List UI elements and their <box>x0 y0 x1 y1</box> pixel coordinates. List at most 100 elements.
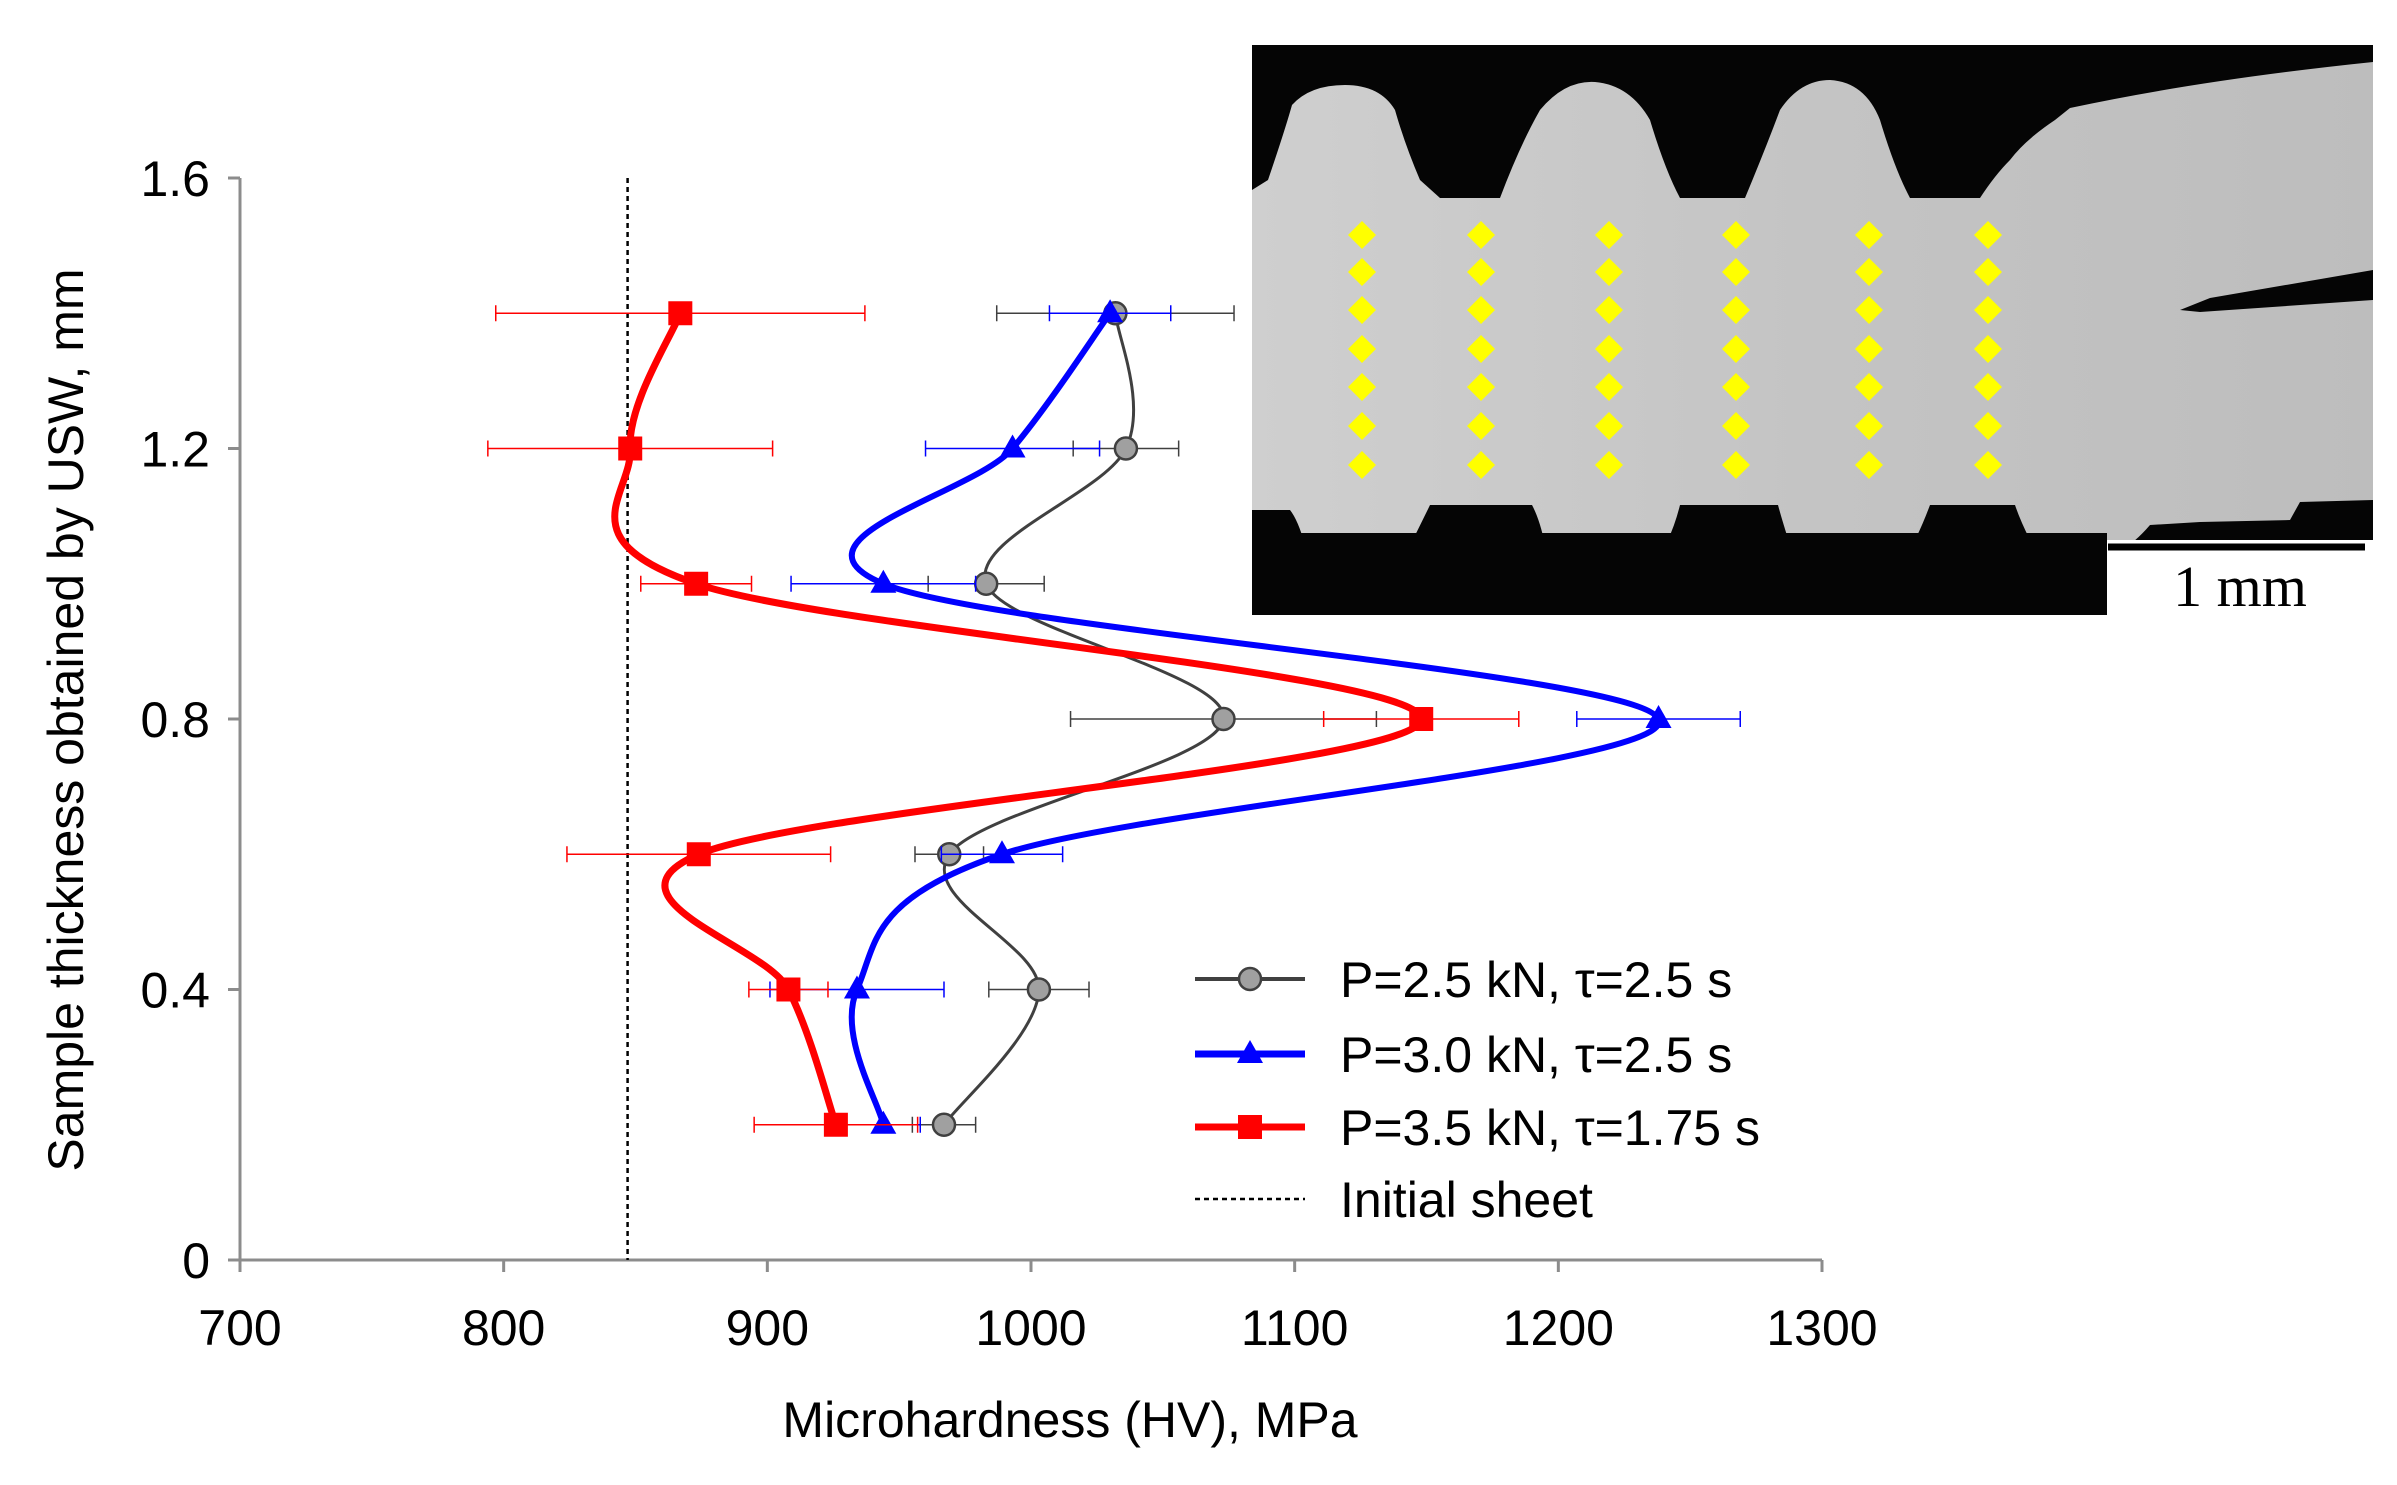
indentation-point <box>1348 258 1376 286</box>
x-tick-label: 800 <box>462 1300 545 1356</box>
indentation-point <box>1855 412 1883 440</box>
legend-label-series-2: P=3.5 kN, τ=1.75 s <box>1340 1100 1760 1156</box>
indentation-point <box>1595 335 1623 363</box>
indentation-point <box>1467 258 1495 286</box>
indentation-point <box>1595 296 1623 324</box>
indentation-point <box>1467 296 1495 324</box>
y-ticks: 0 0.4 0.8 1.2 1.6 <box>140 151 240 1289</box>
series-1 <box>769 299 1742 1134</box>
data-point <box>776 977 801 1002</box>
scale-bar-box <box>2107 540 2373 615</box>
data-point <box>1211 706 1236 732</box>
indentation-point <box>1855 335 1883 363</box>
data-point <box>1113 436 1139 461</box>
series-0 <box>911 301 1378 1137</box>
legend-item-series-0: P=2.5 kN, τ=2.5 s <box>1195 952 1732 1008</box>
inset-micrograph: 1 mm <box>1252 45 2373 619</box>
indentation-point <box>1595 258 1623 286</box>
indentation-point <box>1595 373 1623 401</box>
legend-label-initial-sheet: Initial sheet <box>1340 1172 1593 1228</box>
x-tick-label: 1300 <box>1766 1300 1877 1356</box>
legend-marker-triangle <box>1237 1040 1263 1063</box>
indentation-point <box>1974 451 2002 479</box>
series-line <box>848 311 1662 1126</box>
indentation-point <box>1974 412 2002 440</box>
indentation-point <box>1855 296 1883 324</box>
data-point <box>668 301 693 326</box>
legend-item-initial-sheet: Initial sheet <box>1195 1172 1593 1228</box>
indentation-point <box>1348 221 1376 249</box>
data-point <box>618 436 643 461</box>
indentation-point <box>1467 335 1495 363</box>
indentation-point <box>1722 412 1750 440</box>
indentation-point <box>1467 451 1495 479</box>
y-tick-label: 1.2 <box>140 422 210 478</box>
series-layer <box>487 299 1742 1137</box>
legend-label-series-1: P=3.0 kN, τ=2.5 s <box>1340 1027 1732 1083</box>
data-point <box>686 842 711 867</box>
data-point <box>1026 977 1052 1002</box>
y-tick-label: 0 <box>182 1233 210 1289</box>
indentation-point <box>1722 451 1750 479</box>
data-point <box>973 571 999 596</box>
data-point <box>931 1112 957 1137</box>
scale-bar-label: 1 mm <box>2173 554 2307 619</box>
indentation-point <box>1855 221 1883 249</box>
welded-joint-cross-section <box>1252 62 2373 582</box>
data-point <box>1645 705 1672 728</box>
data-point <box>843 975 870 999</box>
indentation-point <box>1348 412 1376 440</box>
legend-item-series-2: P=3.5 kN, τ=1.75 s <box>1195 1100 1760 1156</box>
data-point <box>988 840 1015 864</box>
indentation-point <box>1722 258 1750 286</box>
data-point <box>870 569 897 593</box>
indentation-point <box>1974 373 2002 401</box>
indentation-point <box>1595 221 1623 249</box>
indentation-point <box>1855 258 1883 286</box>
indentation-point <box>1974 335 2002 363</box>
indentation-point <box>1722 221 1750 249</box>
y-tick-label: 0.4 <box>140 963 210 1019</box>
data-point <box>823 1112 848 1137</box>
x-tick-label: 900 <box>726 1300 809 1356</box>
indentation-point <box>1467 412 1495 440</box>
data-point <box>999 434 1026 458</box>
indentation-point <box>1722 373 1750 401</box>
data-point <box>870 1110 897 1134</box>
indentation-point <box>1722 335 1750 363</box>
indentation-point <box>1722 296 1750 324</box>
data-point <box>1097 299 1124 323</box>
x-tick-label: 1100 <box>1241 1300 1349 1356</box>
inset-bottom-shadow <box>1252 533 2107 615</box>
data-point <box>1409 707 1434 731</box>
legend: P=2.5 kN, τ=2.5 s P=3.0 kN, τ=2.5 s P=3.… <box>1195 952 1760 1228</box>
y-tick-label: 0.8 <box>140 692 210 748</box>
indentation-point <box>1595 412 1623 440</box>
y-tick-label: 1.6 <box>140 151 210 207</box>
indentation-grid <box>1348 221 2002 479</box>
x-tick-label: 1200 <box>1503 1300 1614 1356</box>
indentation-point <box>1855 451 1883 479</box>
indentation-point <box>1348 451 1376 479</box>
x-tick-label: 1000 <box>975 1300 1086 1356</box>
data-point <box>684 571 709 596</box>
indentation-point <box>1348 296 1376 324</box>
indentation-point <box>1348 335 1376 363</box>
legend-marker-circle <box>1237 966 1263 992</box>
indentation-point <box>1467 221 1495 249</box>
y-axis-title: Sample thickness obtained by USW, mm <box>38 268 94 1171</box>
series-2 <box>487 301 1520 1137</box>
x-ticks: 700 800 900 1000 1100 1200 1300 <box>198 1260 1878 1356</box>
x-tick-label: 700 <box>198 1300 281 1356</box>
x-axis-title: Microhardness (HV), MPa <box>782 1392 1357 1448</box>
indentation-point <box>1974 258 2002 286</box>
indentation-point <box>1595 451 1623 479</box>
legend-marker-square <box>1238 1115 1262 1139</box>
indentation-point <box>1855 373 1883 401</box>
indentation-point <box>1348 373 1376 401</box>
legend-item-series-1: P=3.0 kN, τ=2.5 s <box>1195 1027 1732 1083</box>
indentation-point <box>1467 373 1495 401</box>
indentation-point <box>1974 221 2002 249</box>
legend-label-series-0: P=2.5 kN, τ=2.5 s <box>1340 952 1732 1008</box>
